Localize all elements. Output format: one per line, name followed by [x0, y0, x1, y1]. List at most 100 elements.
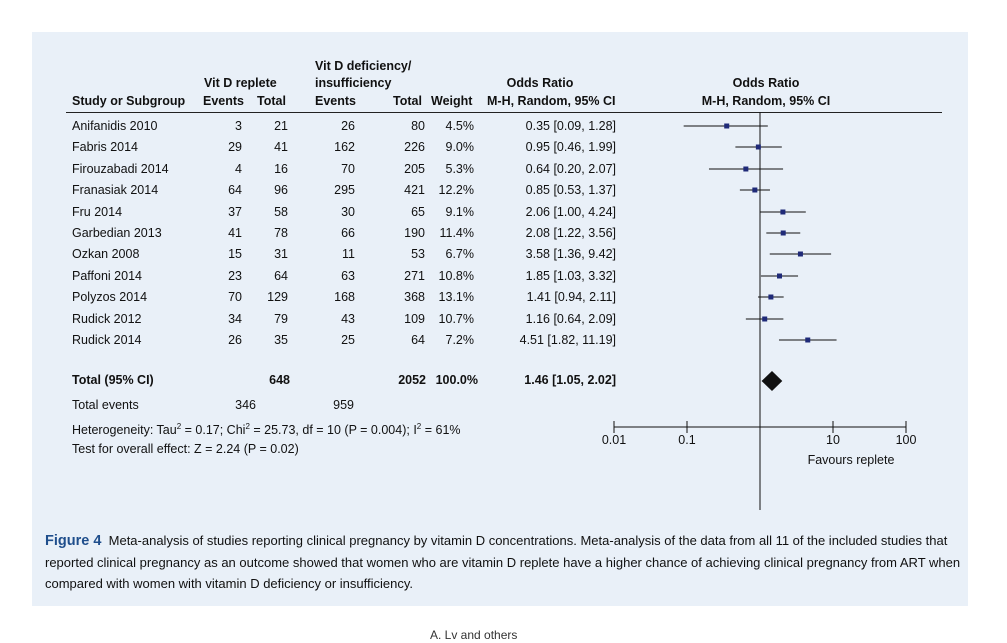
row-events-1: 41 [228, 226, 242, 240]
row-total-1: 31 [274, 247, 288, 261]
row-total-2: 271 [404, 269, 425, 283]
row-weight: 5.3% [445, 162, 475, 176]
study-marker [777, 273, 783, 279]
row-events-1: 34 [228, 312, 242, 326]
row-ci: 1.85 [1.03, 3.32] [525, 269, 616, 283]
row-events-2: 295 [334, 183, 355, 197]
study-marker [805, 337, 811, 343]
row-events-1: 64 [228, 183, 242, 197]
row-study: Rudick 2012 [72, 312, 142, 326]
row-total-2: 226 [404, 140, 425, 154]
x-tick-label: 100 [896, 433, 917, 447]
row-weight: 6.7% [445, 247, 475, 261]
header-group-deficient-line2: insufficiency [315, 76, 392, 90]
row-study: Ozkan 2008 [72, 247, 140, 261]
row-study: Franasiak 2014 [72, 183, 159, 197]
figure-label: Figure 4 [45, 533, 102, 549]
row-study: Rudick 2014 [72, 333, 142, 347]
row-study: Fabris 2014 [72, 140, 139, 154]
row-ci: 2.08 [1.22, 3.56] [525, 226, 616, 240]
row-study: Paffoni 2014 [72, 269, 142, 283]
row-weight: 11.4% [439, 226, 474, 240]
row-total-1: 35 [274, 333, 288, 347]
row-weight: 4.5% [445, 119, 475, 133]
total-total-2: 2052 [398, 373, 426, 387]
total-weight: 100.0% [435, 373, 478, 387]
row-total-1: 79 [274, 312, 288, 326]
study-marker [797, 251, 803, 257]
row-total-2: 80 [411, 119, 425, 133]
row-study: Garbedian 2013 [72, 226, 162, 240]
header-plot-method: M-H, Random, 95% CI [701, 94, 831, 108]
row-total-1: 16 [274, 162, 288, 176]
row-study: Polyzos 2014 [72, 290, 148, 304]
row-total-2: 109 [404, 312, 425, 326]
heterogeneity-text: Heterogeneity: Tau2 = 0.17; Chi2 = 25.73… [72, 422, 461, 438]
header-total-1: Total [257, 94, 286, 108]
row-total-1: 58 [274, 205, 288, 219]
row-weight: 10.8% [438, 269, 474, 283]
row-total-2: 53 [411, 247, 425, 261]
study-marker [752, 187, 758, 193]
row-ci: 0.85 [0.53, 1.37] [525, 183, 616, 197]
row-study: Anifanidis 2010 [72, 119, 158, 133]
study-marker [755, 144, 761, 150]
row-events-1: 37 [228, 205, 242, 219]
row-events-1: 15 [228, 247, 242, 261]
row-ci: 3.58 [1.36, 9.42] [525, 247, 616, 261]
overall-effect-text: Test for overall effect: Z = 2.24 (P = 0… [72, 442, 299, 456]
row-events-2: 11 [342, 247, 355, 261]
total-ci: 1.46 [1.05, 2.02] [524, 373, 616, 387]
row-study: Fru 2014 [72, 205, 123, 219]
header-events-1: Events [203, 94, 244, 108]
row-events-1: 4 [235, 162, 242, 176]
row-events-2: 63 [341, 269, 355, 283]
header-group-deficient-line1: Vit D deficiency/ [315, 59, 412, 73]
header-rule [66, 112, 942, 113]
study-marker [768, 294, 774, 300]
row-study: Firouzabadi 2014 [72, 162, 169, 176]
study-marker [743, 166, 749, 172]
row-events-1: 29 [228, 140, 242, 154]
favours-replete-label: Favours replete [808, 453, 895, 467]
row-events-1: 26 [228, 333, 242, 347]
row-total-1: 129 [267, 290, 288, 304]
header-study: Study or Subgroup [72, 94, 186, 108]
header-events-2: Events [315, 94, 356, 108]
study-marker [724, 123, 730, 129]
row-ci: 0.35 [0.09, 1.28] [525, 119, 616, 133]
figure-caption: Figure 4 Meta-analysis of studies report… [45, 530, 963, 594]
total-events-label: Total events [72, 398, 139, 412]
row-total-2: 421 [404, 183, 425, 197]
header-total-2: Total [393, 94, 422, 108]
row-events-2: 168 [334, 290, 355, 304]
row-ci: 1.16 [0.64, 2.09] [525, 312, 616, 326]
row-events-1: 3 [235, 119, 242, 133]
row-total-2: 64 [411, 333, 425, 347]
header-method: M-H, Random, 95% CI [487, 94, 616, 108]
total-events-2: 959 [333, 398, 354, 412]
row-total-1: 96 [274, 183, 288, 197]
total-events-1: 346 [235, 398, 256, 412]
row-total-2: 205 [404, 162, 425, 176]
header-group-replete: Vit D replete [204, 76, 277, 90]
header-plot-title: Odds Ratio [732, 76, 800, 90]
row-events-2: 70 [341, 162, 355, 176]
figure-panel [32, 32, 968, 606]
row-weight: 12.2% [438, 183, 474, 197]
pooled-diamond [761, 371, 783, 391]
row-events-2: 26 [341, 119, 355, 133]
header-weight: Weight [431, 94, 473, 108]
row-total-2: 190 [404, 226, 425, 240]
row-total-1: 21 [274, 119, 288, 133]
total-total-1: 648 [269, 373, 290, 387]
row-total-1: 41 [274, 140, 288, 154]
study-marker [762, 316, 768, 322]
row-ci: 4.51 [1.82, 11.19] [519, 333, 616, 347]
row-total-1: 64 [274, 269, 288, 283]
row-weight: 9.0% [445, 140, 475, 154]
x-tick-label: 10 [826, 433, 840, 447]
row-events-2: 66 [341, 226, 355, 240]
row-ci: 0.95 [0.46, 1.99] [525, 140, 616, 154]
